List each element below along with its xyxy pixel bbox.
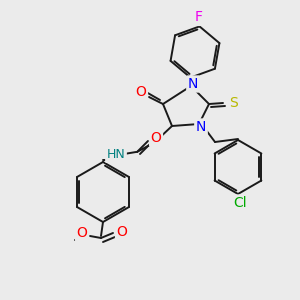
Text: HN: HN [106,148,125,161]
Text: O: O [151,131,161,145]
Text: N: N [188,77,198,91]
Text: N: N [196,120,206,134]
Text: O: O [76,226,87,240]
Text: Cl: Cl [233,196,247,210]
Text: S: S [229,96,237,110]
Text: O: O [136,85,146,99]
Text: O: O [117,225,128,239]
Text: F: F [194,11,202,24]
